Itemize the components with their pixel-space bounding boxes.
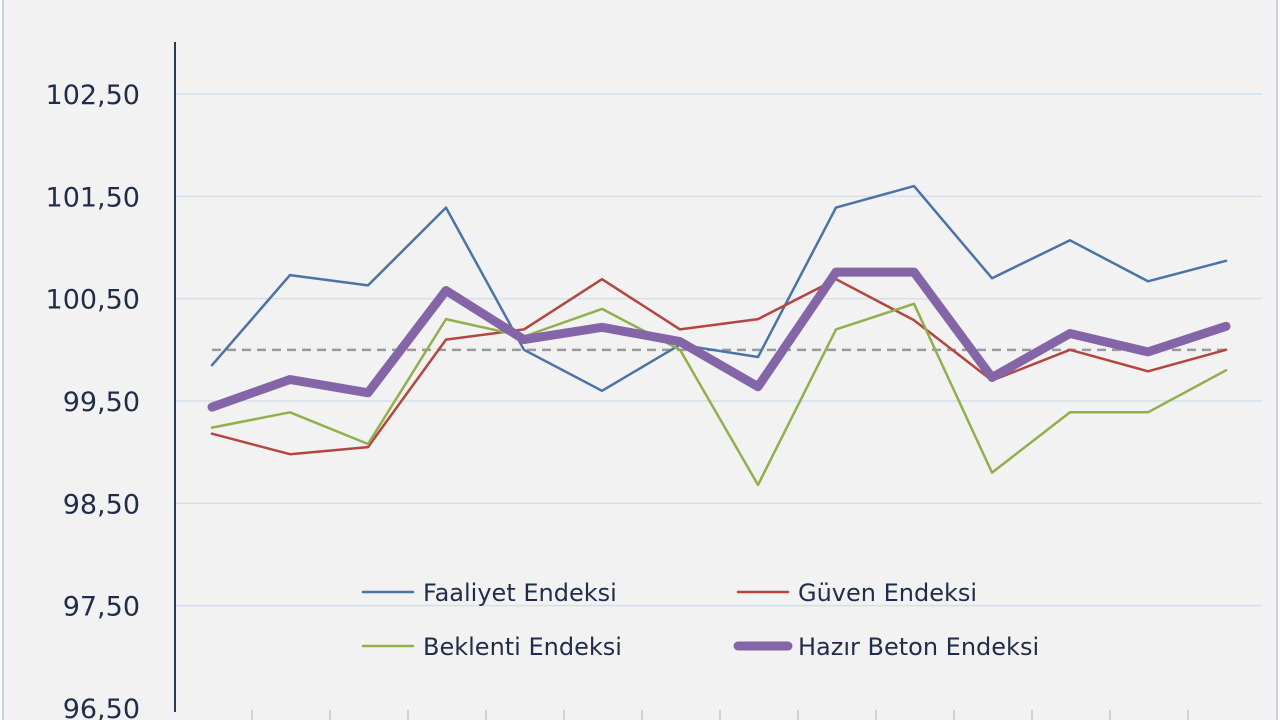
y-tick-label: 100,50 xyxy=(46,285,140,316)
grid-layer xyxy=(175,93,1262,607)
series-line-3 xyxy=(210,302,1228,487)
y-tick-label: 96,50 xyxy=(63,694,140,720)
legend-label: Faaliyet Endeksi xyxy=(423,579,617,607)
y-tick-label: 97,50 xyxy=(63,592,140,623)
series-line-4 xyxy=(207,267,1231,412)
axis-layer: 96,50 97,50 98,50 99,50 100,50 101,50 102,50 xyxy=(46,42,1189,720)
legend: Faaliyet Endeksi Güven Endeksi Beklenti En… xyxy=(361,579,1039,661)
series-line-1 xyxy=(210,184,1228,393)
series-layer xyxy=(207,184,1231,487)
y-tick-label: 101,50 xyxy=(46,182,140,213)
y-tick-label: 98,50 xyxy=(63,489,140,520)
legend-label: Beklenti Endeksi xyxy=(423,633,622,661)
y-tick-label: 99,50 xyxy=(63,387,140,418)
series-line-2 xyxy=(210,277,1228,456)
legend-label: Hazır Beton Endeksi xyxy=(798,633,1039,661)
y-tick-label: 102,50 xyxy=(46,80,140,111)
legend-label: Güven Endeksi xyxy=(798,579,977,607)
